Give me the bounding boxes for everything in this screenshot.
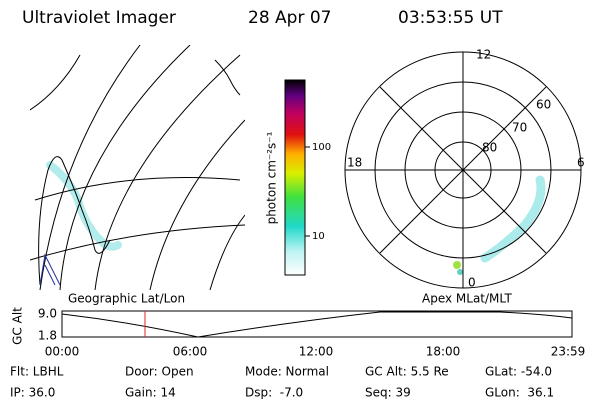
lat-label: 60 xyxy=(536,98,551,112)
color-bar xyxy=(284,79,306,276)
info-field: IP: 36.0 xyxy=(10,386,55,400)
mlt-label: 0 xyxy=(468,276,476,290)
cb-tick-label: 10 xyxy=(312,231,325,242)
panel-title: Geographic Lat/Lon xyxy=(68,292,185,306)
panel-title: Apex MLat/MLT xyxy=(422,292,512,306)
date: 28 Apr 07 xyxy=(248,8,331,28)
time: 03:53:55 UT xyxy=(398,8,503,28)
timeline-xtick: 18:00 xyxy=(426,345,461,359)
title: Ultraviolet Imager xyxy=(22,8,176,28)
mlt-label: 18 xyxy=(347,156,362,170)
info-field: Door: Open xyxy=(125,365,194,379)
info-field: Flt: LBHL xyxy=(10,365,64,379)
info-field: Dsp: -7.0 xyxy=(245,386,303,400)
info-field: Mode: Normal xyxy=(245,365,329,379)
timeline-ytick: 1.8 xyxy=(38,329,57,343)
timeline-ylabel: GC Alt xyxy=(11,307,25,345)
cb-tick-label: 100 xyxy=(312,142,331,153)
polar-plot xyxy=(344,51,582,289)
mlt-label: 6 xyxy=(577,156,585,170)
mlt-label: 12 xyxy=(476,48,491,62)
timeline-xtick: 06:00 xyxy=(173,345,208,359)
lat-label: 80 xyxy=(482,141,497,155)
timeline-xtick: 12:00 xyxy=(299,345,334,359)
timeline-xtick: 23:59 xyxy=(551,345,586,359)
info-field: GC Alt: 5.5 Re xyxy=(365,365,449,379)
lat-label: 70 xyxy=(512,121,527,135)
timeline-ytick: 9.0 xyxy=(38,307,57,321)
cb-label: photon cm⁻²s⁻¹ xyxy=(265,131,279,224)
info-field: Gain: 14 xyxy=(125,386,176,400)
info-field: GLat: -54.0 xyxy=(485,365,552,379)
timeline-xtick: 00:00 xyxy=(45,345,80,359)
geographic-map xyxy=(30,45,245,290)
info-field: GLon: 36.1 xyxy=(485,386,554,400)
info-field: Seq: 39 xyxy=(365,386,411,400)
info-panel: Flt: LBHL Door: Open Mode: Normal GC Alt: 5… xyxy=(10,365,554,400)
timeline xyxy=(61,310,573,338)
